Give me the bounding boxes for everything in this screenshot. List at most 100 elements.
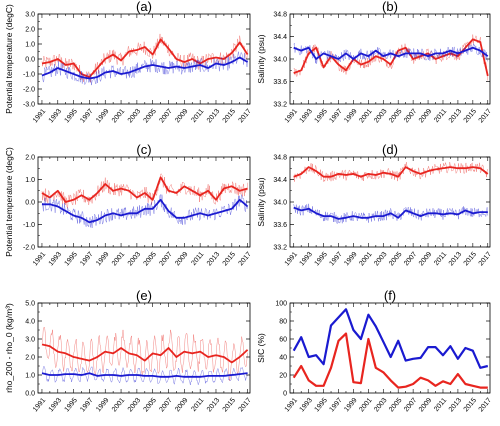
y-tick-label: 3.0 (25, 12, 35, 19)
x-tick-label: 1995 (64, 108, 79, 125)
y-tick-label: -1.0 (23, 72, 35, 79)
x-tick-label: 1999 (95, 397, 110, 414)
x-tick-label: 2001 (358, 397, 373, 414)
x-tick-label: 2001 (111, 108, 126, 125)
x-tick-label: 2003 (127, 251, 142, 268)
x-tick-label: 1995 (64, 251, 79, 268)
x-tick-label: 2015 (463, 108, 478, 125)
series-red-smoothed (41, 343, 249, 364)
y-tick-label: 33.6 (273, 222, 287, 229)
y-axis-label: SIC (%) (256, 333, 266, 363)
panel-title: (f) (384, 288, 396, 303)
y-tick-label: -2.0 (23, 87, 35, 94)
x-tick-label: 1991 (284, 397, 299, 414)
y-tick-label: 0.0 (25, 200, 35, 207)
series-red-monthly (41, 173, 248, 210)
x-tick-label: 2003 (373, 108, 388, 125)
y-tick-label: 33.2 (273, 245, 287, 252)
x-tick-label: 2017 (238, 397, 253, 414)
y-tick-label: 40 (279, 355, 287, 362)
panel-title: (d) (382, 142, 398, 157)
series-blue-smoothed (293, 206, 488, 220)
x-tick-label: 2005 (143, 108, 158, 125)
x-tick-label: 1991 (32, 251, 47, 268)
x-tick-label: 2017 (238, 251, 253, 268)
x-tick-label: 1997 (79, 397, 94, 414)
x-tick-label: 2003 (127, 397, 142, 414)
series-blue-monthly (41, 51, 248, 86)
y-tick-label: 100 (275, 301, 287, 308)
y-tick-label: 80 (279, 319, 287, 326)
x-tick-label: 1995 (313, 251, 328, 268)
y-tick-label: 5.0 (25, 301, 35, 308)
x-tick-label: 1995 (313, 397, 328, 414)
x-tick-label: 2011 (433, 108, 448, 124)
x-tick-label: 2013 (206, 108, 221, 125)
series-red-monthly (41, 327, 248, 382)
x-tick-label: 2015 (463, 397, 478, 414)
y-tick-label: 60 (279, 337, 287, 344)
y-tick-label: 20 (279, 373, 287, 380)
x-tick-label: 1991 (32, 108, 47, 125)
y-axis-label: rho_200 - rho_0 (kg/m³) (4, 303, 14, 393)
x-tick-label: 1999 (343, 251, 358, 268)
y-axis-label: Potential temperature (degC) (4, 4, 14, 114)
plot-frame (37, 156, 251, 248)
y-axis-label: Potential temperature (degC) (4, 147, 14, 257)
x-tick-label: 2015 (222, 251, 237, 268)
series-blue-smoothed (41, 372, 248, 378)
x-tick-label: 2011 (190, 108, 205, 124)
x-tick-label: 2007 (158, 251, 173, 268)
series-group (41, 327, 249, 386)
series-red (292, 332, 488, 389)
x-tick-label: 1993 (299, 108, 314, 125)
series-red-monthly (41, 33, 248, 83)
x-tick-label: 1991 (32, 397, 47, 414)
panel-title: (b) (382, 0, 398, 14)
x-tick-label: 2001 (111, 397, 126, 414)
x-tick-label: 2009 (418, 108, 433, 125)
x-tick-label: 1997 (328, 108, 343, 125)
y-tick-label: 2.0 (25, 355, 35, 362)
x-tick-label: 2013 (448, 251, 463, 268)
y-axis-label: Salinity (psu) (256, 34, 266, 83)
y-tick-label: 0.0 (25, 391, 35, 398)
y-axis-label: Salinity (psu) (256, 177, 266, 226)
x-tick-label: 2005 (388, 108, 403, 125)
x-tick-label: 2011 (433, 251, 448, 267)
x-tick-label: 2007 (158, 108, 173, 125)
x-tick-label: 2005 (143, 251, 158, 268)
x-tick-label: 2009 (418, 251, 433, 268)
x-tick-label: 2009 (174, 397, 189, 414)
y-tick-label: 1.0 (25, 177, 35, 184)
series-group (292, 308, 489, 389)
x-tick-label: 1993 (48, 397, 63, 414)
panel-title: (a) (136, 0, 152, 14)
x-tick-label: 1997 (79, 108, 94, 125)
x-tick-label: 2017 (478, 251, 493, 268)
series-red-smoothed (41, 38, 249, 78)
x-tick-label: 1991 (284, 108, 299, 125)
x-tick-label: 1993 (48, 251, 63, 268)
x-tick-label: 2005 (388, 251, 403, 268)
x-tick-label: 2003 (127, 108, 142, 125)
panel-title: (e) (136, 288, 152, 303)
x-tick-label: 2007 (158, 397, 173, 414)
x-tick-label: 2017 (478, 108, 493, 125)
x-tick-label: 2011 (190, 397, 205, 413)
x-tick-label: 2013 (448, 108, 463, 125)
x-tick-label: 2011 (433, 397, 448, 413)
x-tick-label: 1997 (79, 251, 94, 268)
x-tick-label: 1993 (48, 108, 63, 125)
y-tick-label: 1.0 (25, 373, 35, 380)
y-tick-label: -2.0 (23, 245, 35, 252)
panel-title: (c) (136, 142, 151, 157)
y-tick-label: 2.0 (25, 27, 35, 34)
y-tick-label: 33.2 (273, 102, 287, 109)
x-tick-label: 2017 (478, 397, 493, 414)
x-tick-label: 1993 (299, 397, 314, 414)
chart-panel-f: 0 20 40 60 80 100 1991 1993 1995 1997 1999 2001 2003… (256, 288, 493, 413)
y-tick-label: 4.0 (25, 319, 35, 326)
